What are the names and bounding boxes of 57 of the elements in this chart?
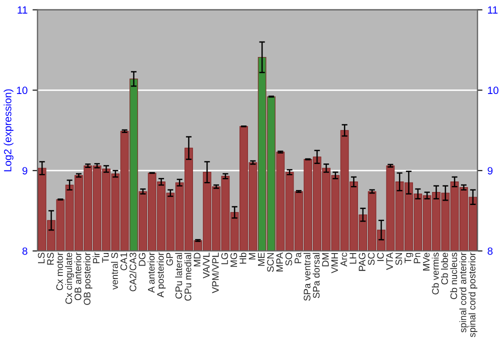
y-tick-label: 11 [18, 6, 28, 14]
x-tick-label: Cx cingulate [65, 252, 74, 304]
x-tick-label: LS [38, 252, 45, 264]
x-tick-label: Cb lobe [441, 252, 448, 284]
x-tick-label: MPA [276, 252, 283, 272]
x-tick-label: Pa [294, 252, 302, 264]
x-tick-label: M [248, 253, 256, 260]
x-tick-label: MD [194, 252, 200, 266]
x-tick-label: VTA [386, 252, 393, 270]
x-tick-label: VPM/VPL [212, 252, 219, 294]
y2-tick-label: 11 [488, 6, 498, 14]
x-tick-label: SCN [267, 253, 274, 272]
y-tick-label: 10 [16, 86, 28, 94]
x-tick-label: SN [395, 253, 402, 266]
x-tick-label: MVe [423, 252, 430, 270]
x-tick-label: spinal cord posterior [468, 252, 478, 338]
x-tick-label: ventral S [111, 252, 118, 290]
y-tick-label: 9 [22, 167, 28, 174]
x-tick-label: Cb vermis [432, 252, 439, 294]
x-tick-label: DG [138, 253, 146, 266]
x-tick-label: Cx motor [56, 252, 63, 290]
x-tick-label: ME [258, 252, 265, 266]
x-tick-label: IC [377, 252, 384, 261]
x-tick-label: SPa dorsal [312, 252, 320, 298]
x-tick-label: Pir [92, 252, 100, 264]
y-axis-title: Log2 (expression) [4, 89, 14, 172]
x-tick-label: VMH [331, 253, 338, 274]
x-tick-label: Pn [414, 252, 420, 264]
x-tick-label: LG [221, 253, 228, 264]
x-tick-label: PAG [358, 253, 366, 271]
x-tick-label: A anterior [148, 252, 155, 293]
x-tick-label: RS [47, 252, 54, 265]
x-tick-label: OB anterior [74, 252, 82, 300]
x-tick-label: LH [350, 253, 356, 264]
x-tick-label: SPa ventral [304, 252, 310, 301]
x-tick-label: SC [368, 252, 375, 266]
y2-tick-label: 8 [488, 247, 493, 255]
x-tick-label: Cb nucleus [450, 252, 458, 300]
x-tick-label: DM [322, 253, 329, 266]
x-tick-label: CPu medial [184, 252, 192, 301]
x-tick-label: Tu [102, 252, 109, 263]
x-tick-label: VA/VL [202, 252, 210, 278]
y2-tick-label: 9 [488, 167, 493, 174]
x-tick-label: A posterior [156, 252, 166, 298]
x-tick-label: CA2/CA3 [129, 252, 136, 292]
x-tick-label: GP [166, 252, 173, 266]
x-tick-label: Hb [239, 252, 246, 264]
x-tick-label: SO [285, 252, 292, 266]
x-tick-label: CPu lateral [175, 252, 182, 299]
y2-tick-label: 10 [488, 86, 498, 94]
x-tick-label: OB posterior [84, 252, 92, 305]
x-tick-label: Tg [404, 252, 414, 264]
x-tick-label: Arc [340, 252, 348, 266]
x-tick-label: CA1 [120, 252, 128, 270]
y-tick-label: 8 [22, 247, 28, 255]
x-tick-label: MG [230, 253, 238, 267]
x-tick-label: spinal cord anterior [459, 252, 468, 332]
